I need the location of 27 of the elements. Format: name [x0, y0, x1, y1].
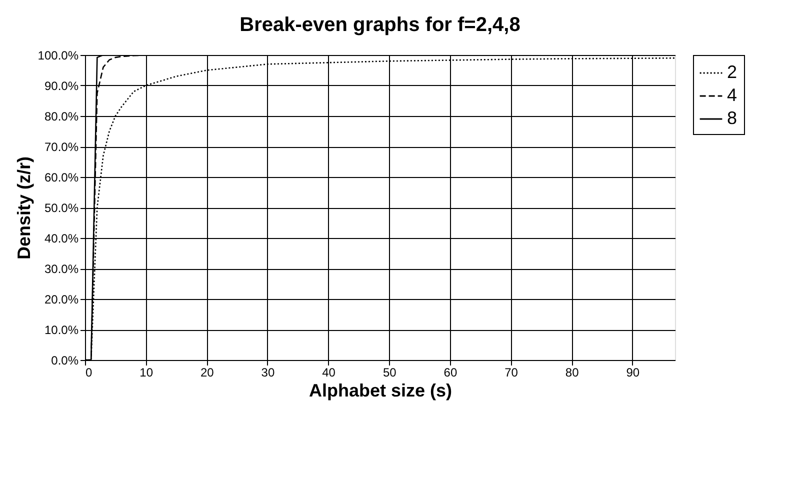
legend-label: 4	[727, 85, 738, 105]
x-tick-label: 10	[140, 366, 154, 380]
y-tick-label: 40.0%	[44, 232, 79, 246]
x-tick-label: 60	[444, 366, 458, 380]
y-tick-label: 70.0%	[44, 140, 79, 154]
y-tick-label: 60.0%	[44, 170, 79, 184]
legend-label: 2	[727, 62, 738, 82]
y-tick-label: 30.0%	[44, 262, 79, 276]
y-tick-label: 50.0%	[44, 201, 79, 215]
x-tick-label: 30	[261, 366, 275, 380]
x-tick-label: 40	[322, 366, 336, 380]
legend-label: 8	[727, 108, 738, 128]
chart-title: Break-even graphs for f=2,4,8	[240, 14, 520, 36]
y-axis-title: Density (z/r)	[14, 156, 34, 260]
x-tick-label: 50	[382, 366, 397, 380]
x-tick-label: 0	[86, 366, 92, 380]
y-tick-label: 80.0%	[44, 110, 79, 124]
x-axis-title: Alphabet size (s)	[308, 380, 452, 400]
y-tick-label: 90.0%	[44, 79, 79, 93]
y-tick-label: 20.0%	[44, 292, 79, 306]
y-tick-label: 10.0%	[44, 323, 79, 337]
y-tick-label: 0.0%	[51, 354, 79, 368]
x-tick-label: 70	[504, 366, 518, 380]
x-tick-label: 20	[200, 366, 214, 380]
y-tick-label: 100.0%	[38, 48, 79, 62]
x-tick-label: 90	[626, 366, 640, 380]
x-tick-label: 80	[565, 366, 580, 380]
